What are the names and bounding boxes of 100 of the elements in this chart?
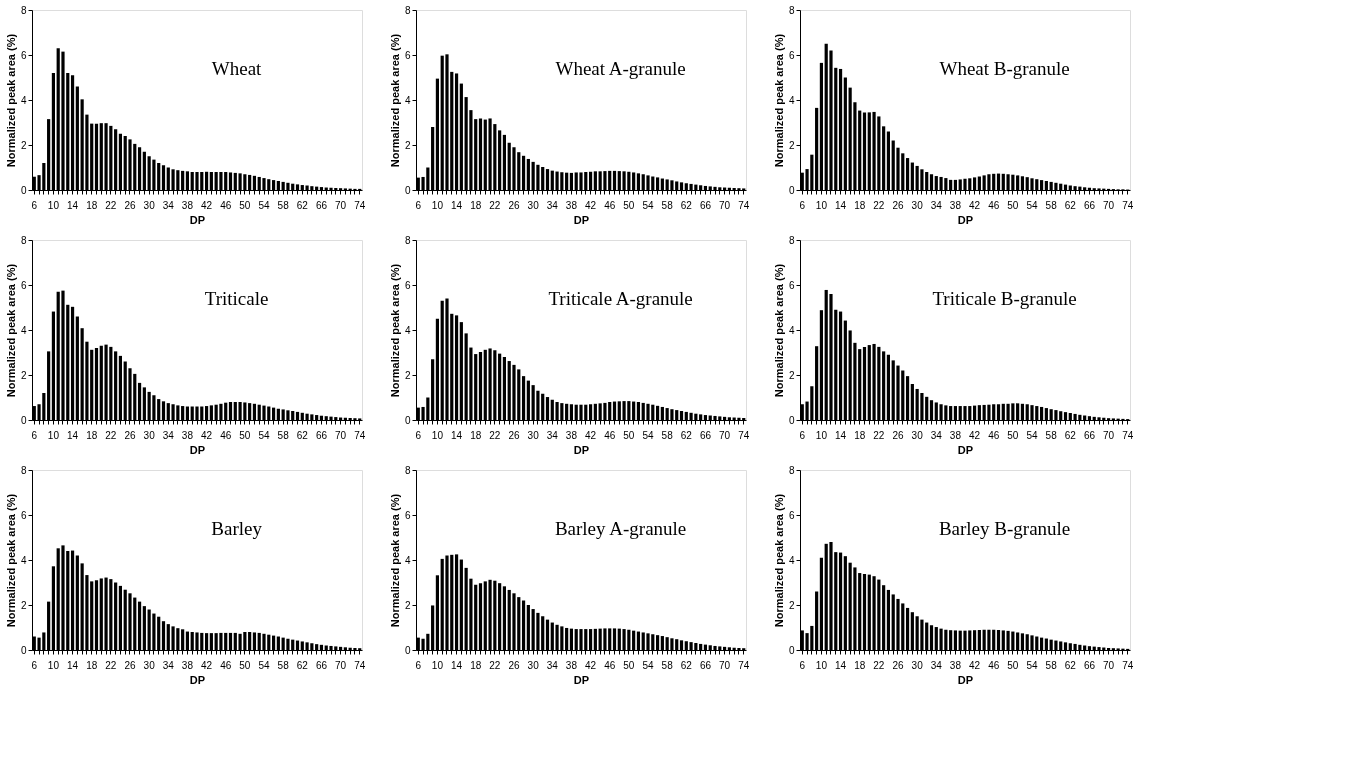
x-tick-label: 14 xyxy=(451,199,463,211)
x-tick-label: 34 xyxy=(162,199,175,211)
x-tick-label: 18 xyxy=(470,199,482,211)
x-tick-label: 26 xyxy=(508,429,520,441)
y-tick-label: 2 xyxy=(788,599,795,611)
x-tick-label: 62 xyxy=(296,199,309,211)
x-tick-label: 6 xyxy=(415,199,422,211)
y-axis-title: Normalized peak area (%) xyxy=(388,493,401,628)
x-tick-label: 22 xyxy=(105,429,117,441)
x-tick-label: 54 xyxy=(1026,659,1038,671)
x-tick-label: 66 xyxy=(1083,429,1096,441)
x-tick-label: 66 xyxy=(1083,659,1096,671)
y-tick-label: 8 xyxy=(788,464,795,476)
x-tick-label: 18 xyxy=(470,659,482,671)
x-tick-label: 70 xyxy=(335,429,347,441)
x-tick-label: 26 xyxy=(892,199,904,211)
x-tick-label: 30 xyxy=(527,429,540,441)
x-axis-title: DP xyxy=(957,673,974,686)
x-tick-label: 58 xyxy=(277,199,290,211)
x-tick-label: 42 xyxy=(585,199,597,211)
x-tick-label: 34 xyxy=(546,429,559,441)
x-tick-label: 54 xyxy=(258,659,270,671)
x-tick-label: 38 xyxy=(949,659,962,671)
y-tick-label: 0 xyxy=(404,644,411,656)
y-tick-label: 4 xyxy=(20,94,27,106)
x-tick-label: 46 xyxy=(604,659,616,671)
y-tick-label: 8 xyxy=(404,464,411,476)
x-tick-label: 38 xyxy=(181,659,194,671)
y-tick-label: 4 xyxy=(404,94,411,106)
x-tick-label: 54 xyxy=(258,199,270,211)
x-tick-label: 54 xyxy=(1026,429,1038,441)
x-tick-label: 38 xyxy=(181,429,194,441)
x-tick-label: 50 xyxy=(1007,199,1019,211)
x-tick-label: 30 xyxy=(911,659,924,671)
x-tick-label: 6 xyxy=(799,429,806,441)
x-tick-label: 10 xyxy=(815,199,828,211)
x-tick-label: 70 xyxy=(719,429,731,441)
y-tick-label: 4 xyxy=(404,324,411,336)
x-tick-label: 70 xyxy=(1103,429,1115,441)
x-tick-label: 6 xyxy=(415,429,422,441)
x-tick-label: 46 xyxy=(988,659,1000,671)
y-tick-label: 4 xyxy=(20,554,27,566)
x-tick-label: 26 xyxy=(124,659,136,671)
x-tick-label: 46 xyxy=(988,199,1000,211)
x-tick-label: 74 xyxy=(1122,199,1134,211)
x-tick-label: 42 xyxy=(969,659,981,671)
x-tick-label: 62 xyxy=(1064,199,1077,211)
x-tick-label: 22 xyxy=(489,659,501,671)
x-tick-label: 38 xyxy=(949,199,962,211)
x-tick-label: 14 xyxy=(835,659,847,671)
x-tick-label: 34 xyxy=(930,659,943,671)
x-tick-label: 38 xyxy=(565,659,578,671)
x-tick-label: 66 xyxy=(699,199,712,211)
x-tick-label: 42 xyxy=(969,199,981,211)
x-tick-label: 46 xyxy=(220,659,232,671)
y-tick-label: 6 xyxy=(404,509,411,521)
x-tick-label: 66 xyxy=(1083,199,1096,211)
x-tick-label: 66 xyxy=(699,429,712,441)
x-tick-label: 58 xyxy=(661,429,674,441)
x-tick-label: 6 xyxy=(31,659,38,671)
x-tick-label: 18 xyxy=(854,199,866,211)
x-tick-label: 30 xyxy=(143,659,156,671)
x-tick-label: 66 xyxy=(699,659,712,671)
x-tick-label: 42 xyxy=(585,429,597,441)
x-axis-title: DP xyxy=(573,213,590,226)
x-tick-label: 50 xyxy=(623,199,635,211)
x-tick-label: 66 xyxy=(315,199,328,211)
annotation: Triticale A-granule xyxy=(548,288,693,310)
x-tick-label: 34 xyxy=(546,199,559,211)
x-tick-label: 38 xyxy=(565,429,578,441)
annotation: Triticale xyxy=(204,288,269,310)
y-tick-label: 6 xyxy=(788,509,795,521)
x-tick-label: 42 xyxy=(201,659,213,671)
x-tick-label: 22 xyxy=(105,199,117,211)
x-tick-label: 74 xyxy=(1122,429,1134,441)
x-tick-label: 14 xyxy=(835,199,847,211)
x-tick-label: 10 xyxy=(47,659,60,671)
x-tick-label: 66 xyxy=(315,659,328,671)
y-axis-title: Normalized peak area (%) xyxy=(772,33,785,168)
x-tick-label: 58 xyxy=(661,659,674,671)
x-tick-label: 10 xyxy=(47,429,60,441)
x-tick-label: 62 xyxy=(680,199,693,211)
y-tick-label: 8 xyxy=(20,464,27,476)
y-tick-label: 0 xyxy=(404,414,411,426)
y-tick-label: 0 xyxy=(788,184,795,196)
x-axis-title: DP xyxy=(573,673,590,686)
x-axis-title: DP xyxy=(957,443,974,456)
y-tick-label: 2 xyxy=(404,369,411,381)
x-tick-label: 26 xyxy=(508,199,520,211)
x-tick-label: 22 xyxy=(873,659,885,671)
x-tick-label: 26 xyxy=(124,199,136,211)
y-tick-label: 2 xyxy=(404,139,411,151)
x-tick-label: 50 xyxy=(1007,429,1019,441)
y-tick-label: 2 xyxy=(20,139,27,151)
x-tick-label: 26 xyxy=(892,429,904,441)
y-axis-title: Normalized peak area (%) xyxy=(772,493,785,628)
x-tick-label: 38 xyxy=(181,199,194,211)
x-tick-label: 46 xyxy=(220,199,232,211)
x-tick-label: 62 xyxy=(1064,429,1077,441)
x-tick-label: 22 xyxy=(873,429,885,441)
